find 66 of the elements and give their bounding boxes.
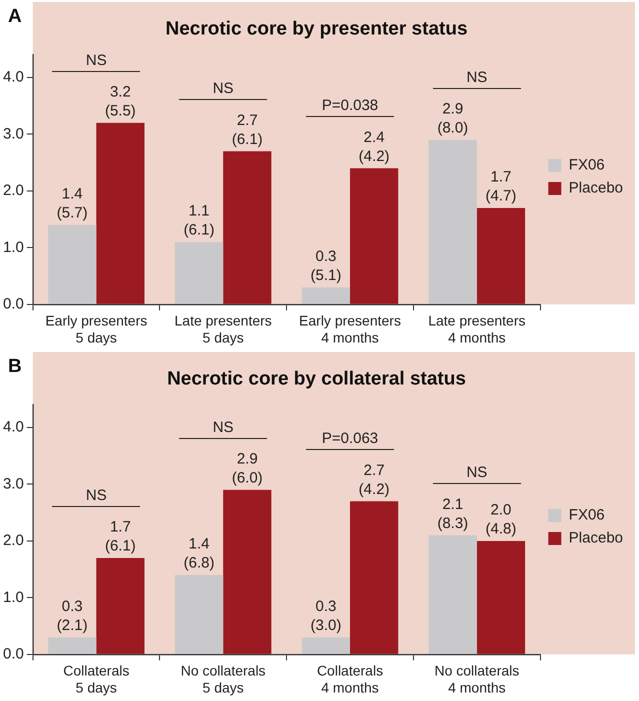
data-label: 0.3 (5.1)	[310, 248, 342, 284]
x-tick-label: Early presenters 5 days	[45, 312, 148, 346]
annotation: NS	[212, 418, 234, 436]
data-label: 1.7 (6.1)	[104, 518, 136, 555]
annotation: NS	[86, 486, 107, 504]
y-tick-label: 4.0	[2, 68, 24, 86]
data-label: 2.1 (8.3)	[437, 496, 468, 532]
x-tick-label: Late presenters 5 days	[174, 312, 272, 346]
y-tick-label: 0.0	[2, 296, 24, 313]
x-tick-label: Early presenters 4 months	[299, 312, 401, 346]
data-label: 0.3 (2.1)	[56, 598, 88, 634]
y-tick-label: 3.0	[2, 125, 24, 142]
bar	[174, 242, 224, 304]
data-label: 2.9 (8.0)	[437, 100, 468, 137]
bar	[350, 501, 398, 654]
x-tick-label: Late presenters 4 months	[428, 312, 526, 346]
bar	[96, 122, 144, 304]
bar	[476, 208, 526, 304]
text: A	[8, 6, 22, 28]
chart-title: Necrotic core by presenter status	[165, 18, 468, 40]
data-label: 2.7 (4.2)	[358, 462, 390, 498]
legend-label: FX06	[568, 156, 605, 174]
y-tick-label: 1.0	[2, 588, 24, 606]
bar	[48, 224, 96, 304]
annotation: P=0.038	[322, 97, 378, 114]
text: B	[8, 356, 22, 378]
bar	[428, 140, 477, 304]
data-label: 1.1 (6.1)	[184, 202, 214, 239]
data-label: 2.4 (4.2)	[358, 128, 390, 165]
legend-label: Placebo	[568, 530, 624, 547]
data-label: 1.4 (5.7)	[56, 186, 88, 222]
data-label: 2.0 (4.8)	[486, 502, 516, 538]
annotation: NS	[466, 464, 488, 482]
bar	[350, 168, 398, 304]
annotation: NS	[466, 68, 488, 86]
annotation: NS	[86, 52, 107, 69]
y-tick-label: 0.0	[2, 646, 24, 663]
bar	[174, 574, 224, 654]
data-label: 3.2 (5.5)	[104, 84, 136, 120]
data-label: 1.4 (6.8)	[184, 536, 214, 572]
bar	[48, 637, 96, 654]
y-tick-label: 4.0	[2, 418, 24, 436]
y-tick-label: 1.0	[2, 238, 24, 256]
bar	[96, 558, 144, 654]
x-tick-label: No collaterals 5 days	[180, 662, 266, 696]
bar	[223, 151, 272, 304]
legend-label: FX06	[568, 506, 605, 524]
data-label: 1.7 (4.7)	[486, 168, 516, 205]
data-label: 2.9 (6.0)	[232, 450, 263, 487]
bar	[223, 490, 272, 654]
x-tick-label: Collaterals 5 days	[63, 662, 130, 696]
chart-title: Necrotic core by collateral status	[167, 368, 466, 390]
data-label: 0.3 (3.0)	[310, 598, 342, 634]
x-tick-label: Collaterals 4 months	[316, 662, 384, 696]
y-tick-label: 3.0	[2, 475, 24, 492]
bar	[476, 540, 526, 654]
y-tick-label: 2.0	[2, 182, 24, 200]
x-tick-label: No collaterals 4 months	[434, 662, 520, 696]
annotation: NS	[212, 80, 234, 98]
y-tick-label: 2.0	[2, 532, 24, 550]
annotation: P=0.063	[322, 430, 378, 448]
bar	[302, 287, 350, 304]
bar	[302, 637, 350, 654]
bar	[428, 535, 477, 654]
legend-label: Placebo	[568, 180, 624, 197]
data-label: 2.7 (6.1)	[232, 112, 263, 148]
